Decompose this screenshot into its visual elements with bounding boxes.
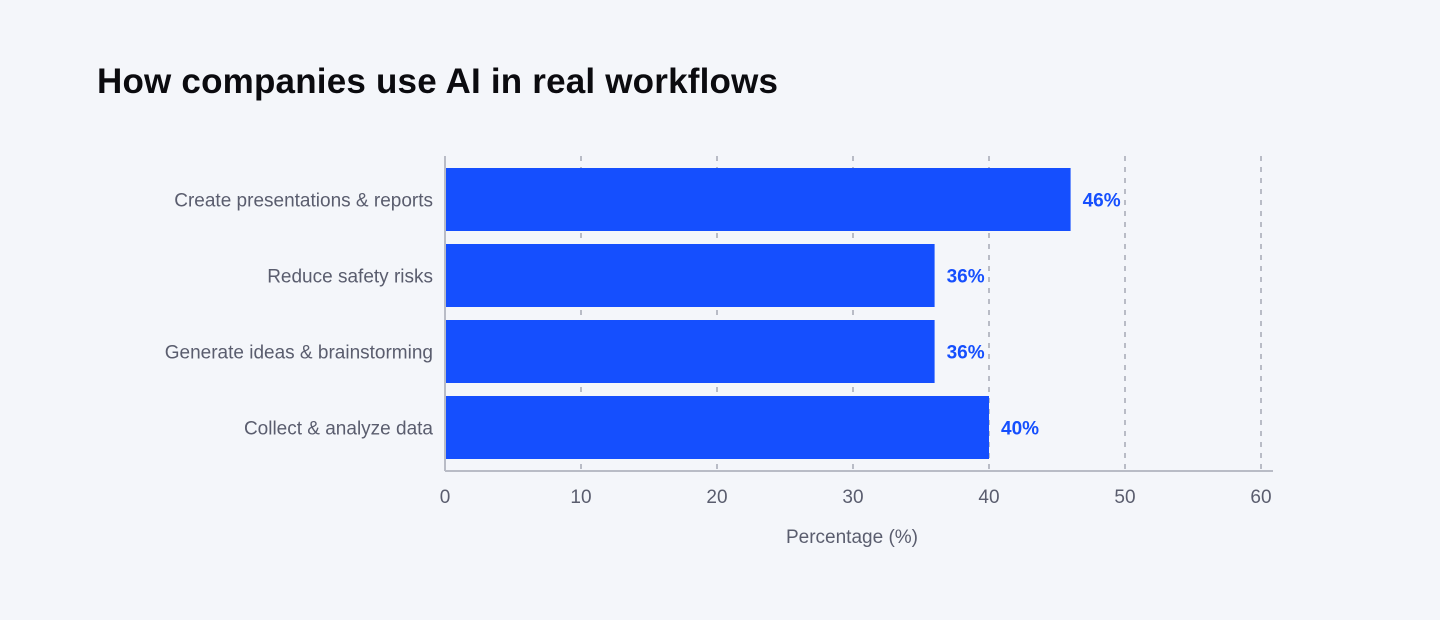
x-axis-label: Percentage (%): [786, 527, 918, 548]
category-label: Generate ideas & brainstorming: [165, 343, 433, 364]
x-tick-label: 0: [440, 487, 451, 508]
chart-title: How companies use AI in real workflows: [97, 62, 779, 101]
x-tick-label: 60: [1250, 487, 1271, 508]
x-tick-label: 20: [706, 487, 727, 508]
bar: [445, 244, 935, 307]
x-tick-label: 50: [1114, 487, 1135, 508]
data-label: 36%: [947, 267, 985, 288]
x-tick-label: 40: [978, 487, 999, 508]
bar: [445, 396, 989, 459]
category-label: Reduce safety risks: [267, 267, 433, 288]
bar: [445, 320, 935, 383]
category-label: Collect & analyze data: [244, 419, 433, 440]
x-tick-label: 10: [570, 487, 591, 508]
data-label: 46%: [1083, 191, 1121, 212]
data-label: 36%: [947, 343, 985, 364]
bar: [445, 168, 1071, 231]
data-label: 40%: [1001, 419, 1039, 440]
category-label: Create presentations & reports: [174, 191, 433, 212]
x-tick-label: 30: [842, 487, 863, 508]
